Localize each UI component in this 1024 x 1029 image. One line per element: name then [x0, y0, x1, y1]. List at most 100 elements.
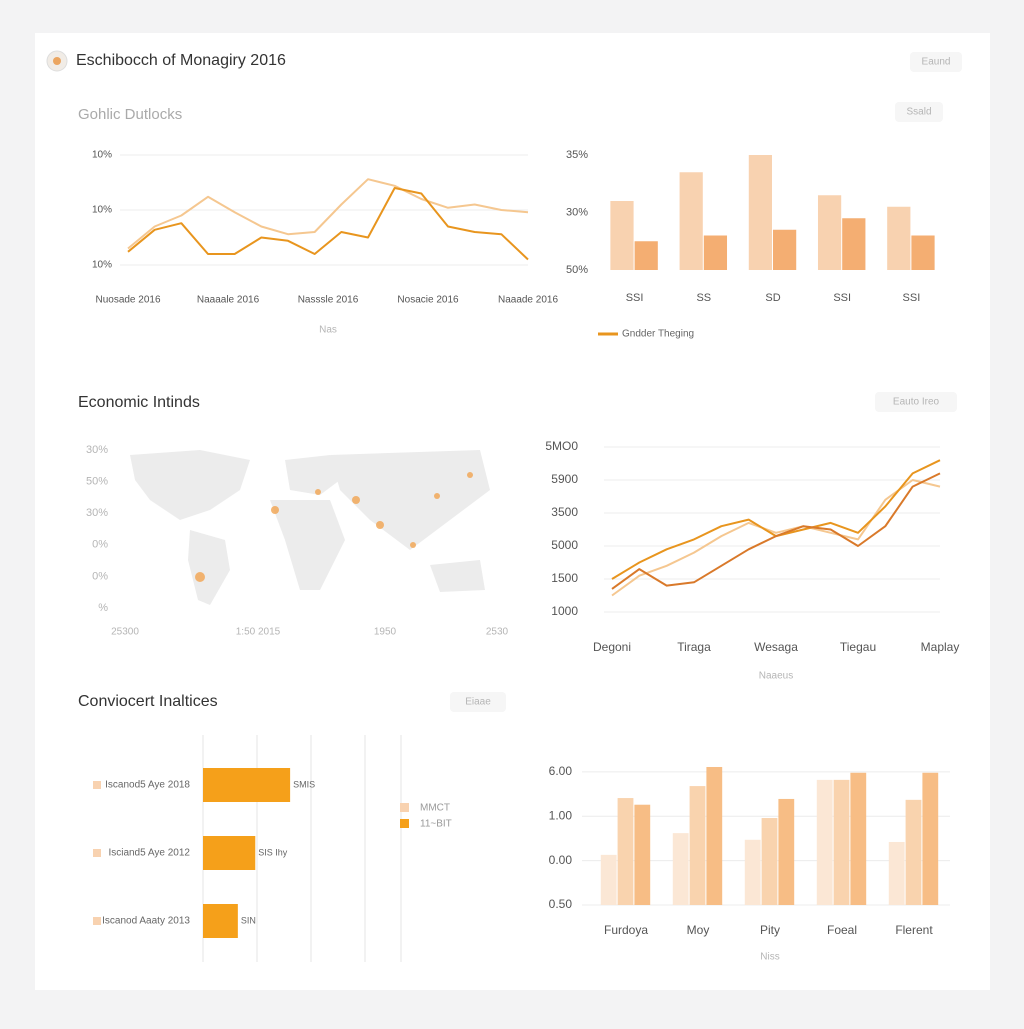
bar	[706, 766, 723, 905]
x-tick-label: SSI	[903, 292, 921, 304]
x-tick-label: Furdoya	[604, 923, 648, 937]
header-button-label[interactable]: Eaund	[922, 57, 951, 68]
map-y-label: 0%	[92, 570, 108, 582]
y-tick-label: 6.00	[549, 764, 573, 778]
legend-swatch	[400, 819, 409, 828]
y-tick-label: 1500	[551, 571, 578, 585]
hotspot	[467, 472, 473, 478]
y-tick-label: 10%	[92, 260, 112, 271]
legend-label: Gndder Theging	[622, 329, 694, 340]
line-series	[611, 479, 941, 597]
hotspot	[410, 542, 416, 548]
x-tick-label: SD	[765, 292, 780, 304]
y-tick-label: 50%	[566, 264, 588, 276]
x-tick-label: SSI	[626, 292, 644, 304]
section-button[interactable]	[450, 692, 506, 712]
continent	[188, 530, 230, 605]
y-tick-label: 35%	[566, 149, 588, 161]
hotspot	[352, 496, 360, 504]
bar	[842, 218, 866, 270]
bar	[761, 818, 778, 905]
legend-swatch	[400, 803, 409, 812]
x-tick-label: Pity	[760, 923, 780, 937]
category-label: Iscanod5 Aye 2018	[105, 780, 190, 791]
bar	[773, 229, 797, 270]
section-button[interactable]	[875, 392, 957, 412]
map-x-label: 25300	[111, 627, 139, 638]
bar	[905, 799, 922, 905]
x-tick-label: Degoni	[593, 640, 631, 654]
legend-dot	[93, 917, 101, 925]
y-tick-label: 1.00	[549, 808, 573, 822]
map-x-label: 1950	[374, 627, 397, 638]
x-tick-label: Nosacie 2016	[397, 295, 459, 306]
bar	[744, 839, 761, 905]
continent	[130, 450, 250, 520]
category-label: Iscanod Aaaty 2013	[102, 916, 190, 927]
bar	[817, 195, 842, 270]
x-tick-label: Moy	[687, 923, 710, 937]
section-title: Gohlic Dutlocks	[78, 106, 182, 123]
map-y-label: 30%	[86, 444, 108, 456]
hotspot	[315, 489, 321, 495]
x-tick-label: Maplay	[921, 640, 960, 654]
map-y-label: 30%	[86, 507, 108, 519]
bar	[816, 779, 833, 905]
bar	[850, 772, 867, 905]
section-button-label[interactable]: Eiaae	[465, 697, 491, 708]
section-button-label[interactable]: Ssald	[906, 107, 931, 118]
y-tick-label: 0.50	[549, 897, 573, 911]
hotspot	[271, 506, 279, 514]
value-label: SMIS	[293, 779, 315, 789]
x-tick-label: Tiegau	[840, 640, 876, 654]
x-tick-label: Flerent	[895, 923, 933, 937]
header-title: Eschibocch of Monagiry 2016	[76, 52, 286, 69]
legend-dot	[93, 849, 101, 857]
legend-label: 11~BIT	[420, 819, 452, 830]
world-map	[130, 450, 490, 605]
x-axis-title: Niss	[760, 952, 779, 963]
line-series	[611, 472, 941, 590]
hotspot	[195, 572, 205, 582]
continent	[330, 450, 490, 550]
logo-dot	[53, 57, 61, 65]
x-tick-label: Nuosade 2016	[95, 295, 160, 306]
y-tick-label: 5000	[551, 538, 578, 552]
category-label: Isciand5 Aye 2012	[108, 848, 190, 859]
hotspot	[376, 521, 384, 529]
section-button[interactable]	[895, 102, 943, 122]
x-axis-title: Nas	[319, 325, 337, 336]
value-label: SIN	[241, 915, 256, 925]
continent	[285, 455, 340, 495]
hotspot	[434, 493, 440, 499]
line-series	[127, 187, 529, 261]
bar	[887, 206, 911, 270]
y-tick-label: 5MO0	[545, 439, 578, 453]
y-tick-label: 1000	[551, 604, 578, 618]
bar	[672, 833, 689, 905]
hbar-grid	[202, 735, 402, 962]
x-tick-label: Foeal	[827, 923, 857, 937]
section-title: Economic Intinds	[78, 394, 200, 411]
bar	[203, 904, 238, 938]
section-button-label[interactable]: Eauto Ireo	[893, 397, 940, 408]
map-x-label: 2530	[486, 627, 509, 638]
continent	[430, 560, 485, 592]
x-tick-label: SS	[696, 292, 711, 304]
section-title: Conviocert Inaltices	[78, 693, 218, 710]
x-tick-label: Nasssle 2016	[298, 295, 359, 306]
bar	[888, 841, 905, 905]
bar	[203, 836, 256, 870]
bar	[922, 772, 939, 905]
bar	[911, 235, 935, 270]
legend-dot	[93, 781, 101, 789]
bar	[634, 241, 658, 270]
bar	[610, 201, 634, 270]
y-tick-label: 5900	[551, 472, 578, 486]
x-tick-label: Naaaale 2016	[197, 295, 260, 306]
bar	[778, 798, 795, 905]
header-button[interactable]	[910, 52, 962, 72]
y-tick-label: 3500	[551, 505, 578, 519]
